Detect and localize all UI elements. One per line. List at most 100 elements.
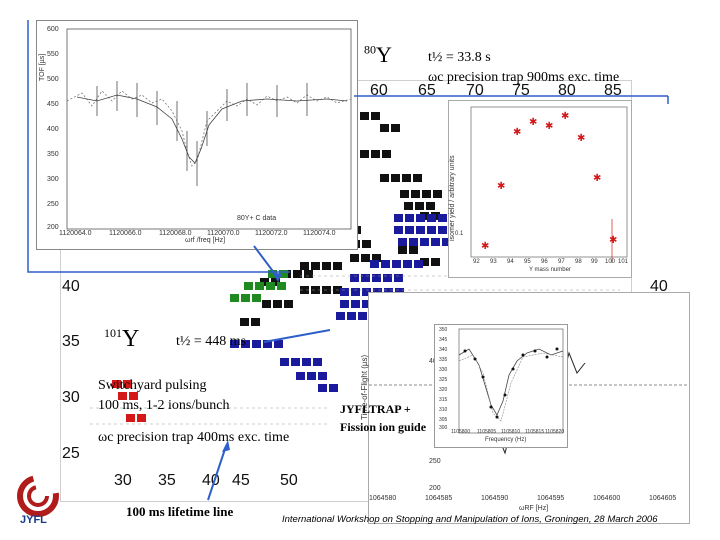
bottom-xtick: 1064590	[481, 495, 509, 502]
nuclide-square	[409, 246, 418, 254]
nuclide-square	[362, 240, 371, 248]
nuclide-square	[398, 246, 407, 254]
bottom-tick: 45	[232, 472, 250, 489]
resonance-plot	[458, 328, 564, 434]
tof-ytick: 450	[47, 101, 59, 108]
resonance-ytick: 315	[439, 397, 448, 403]
nuclide-101y-mass: 101	[104, 326, 122, 340]
top-tick: 75	[512, 82, 530, 99]
nuclide-square	[409, 238, 418, 246]
nuclide-square	[137, 414, 146, 422]
nuclide-square	[291, 358, 300, 366]
nuclide-square	[361, 274, 370, 282]
precision-80y: ωc precision trap 900ms exc. time	[428, 70, 620, 85]
isomer-xtick: 95	[524, 259, 531, 265]
resonance-ytick: 330	[439, 367, 448, 373]
nuclide-square	[381, 260, 390, 268]
top-axis: 60 65 70 75 80 85	[360, 80, 640, 102]
resonance-xtick: 1105820	[545, 429, 565, 435]
nuclide-square	[350, 274, 359, 282]
nuclide-square	[241, 340, 250, 348]
nuclide-square	[268, 270, 277, 278]
nuclide-square	[403, 260, 412, 268]
jyfl-logo: JYFL	[14, 472, 62, 528]
nuclide-square	[415, 202, 424, 210]
nuclide-square	[400, 190, 409, 198]
svg-text:✱: ✱	[545, 121, 553, 132]
nuclide-square	[263, 340, 272, 348]
tof-ytick: 550	[47, 51, 59, 58]
isomer-ytick: 0.1	[455, 231, 464, 237]
nuclide-square	[126, 414, 135, 422]
nuclide-square	[304, 270, 313, 278]
resonance-ytick: 310	[439, 407, 448, 413]
svg-text:✱: ✱	[609, 235, 617, 246]
nuclide-square	[362, 300, 371, 308]
nuclide-square	[442, 238, 451, 246]
nuclide-square	[333, 262, 342, 270]
nuclide-square	[307, 372, 316, 380]
nuclide-square	[394, 226, 403, 234]
nuclide-square	[279, 270, 288, 278]
bottom-tick: 35	[158, 472, 176, 489]
nuclide-square	[391, 124, 400, 132]
nuclide-square	[260, 278, 269, 286]
svg-text:✱: ✱	[513, 127, 521, 138]
nuclide-square	[230, 294, 239, 302]
lifetime-line-label: 100 ms lifetime line	[126, 504, 234, 519]
nuclide-square	[438, 214, 447, 222]
tof-legend: 80Y+ C data	[237, 215, 277, 222]
svg-text:✱: ✱	[593, 173, 601, 184]
nuclide-square	[302, 358, 311, 366]
jyfltrap-line2: Fission ion guide	[340, 420, 427, 434]
resonance-ytick: 320	[439, 387, 448, 393]
nuclide-square	[252, 294, 261, 302]
half-life-80y: t½ = 33.8 s	[428, 50, 491, 65]
nuclide-square	[271, 278, 280, 286]
resonance-xtick: 1105815	[525, 429, 545, 435]
nuclide-square	[411, 190, 420, 198]
nuclide-square	[405, 214, 414, 222]
precision-101y: ωc precision trap 400ms exc. time	[98, 430, 290, 445]
nuclide-square	[311, 262, 320, 270]
nuclide-square	[274, 340, 283, 348]
tof-resonance-inset: TOF [µs] ωrf /freq [Hz] 80Y+ C data 600 …	[36, 20, 358, 250]
tof-ytick: 350	[47, 151, 59, 158]
top-tick: 85	[604, 82, 622, 99]
bottom-ytick: 200	[429, 485, 441, 492]
resonance-ytick: 350	[439, 327, 448, 333]
nuclide-square	[313, 358, 322, 366]
nuclide-square	[382, 150, 391, 158]
isomer-xtick: 92	[473, 259, 480, 265]
bottom-xtick: 1064600	[593, 495, 621, 502]
bottom-tick: 50	[280, 472, 298, 489]
resonance-xtick: 1105805	[477, 429, 497, 435]
tof-xtick: 1120066.0	[109, 230, 142, 237]
resonance-ytick: 305	[439, 417, 448, 423]
nuclide-square	[394, 274, 403, 282]
nuclide-square	[362, 288, 371, 296]
tof-ytick: 600	[47, 26, 59, 33]
resonance-ytick: 325	[439, 377, 448, 383]
nuclide-square	[370, 260, 379, 268]
svg-text:✱: ✱	[497, 181, 505, 192]
nuclide-square	[394, 214, 403, 222]
nuclide-101y-symbol: Y	[122, 326, 140, 352]
nuclide-square	[431, 238, 440, 246]
top-tick: 60	[370, 82, 388, 99]
nuclide-square	[230, 340, 239, 348]
top-tick: 80	[558, 82, 576, 99]
resonance-xlabel: Frequency (Hz)	[485, 437, 527, 443]
nuclide-square	[296, 372, 305, 380]
tof-plot	[66, 28, 352, 230]
nuclide-square	[347, 312, 356, 320]
nuclide-square	[118, 392, 127, 400]
nuclide-square	[284, 300, 293, 308]
nuclide-80y-symbol: Y	[376, 42, 392, 67]
nuclide-square	[350, 254, 359, 262]
isomer-yield-inset: ✱ ✱ ✱ ✱ ✱ ✱ ✱ ✱ ✱ isomer yield / arbitra…	[448, 100, 632, 278]
isomer-xtick: 94	[507, 259, 514, 265]
isomer-xtick: 99	[591, 259, 598, 265]
left-tick: 40	[62, 278, 80, 295]
svg-text:✱: ✱	[529, 117, 537, 128]
